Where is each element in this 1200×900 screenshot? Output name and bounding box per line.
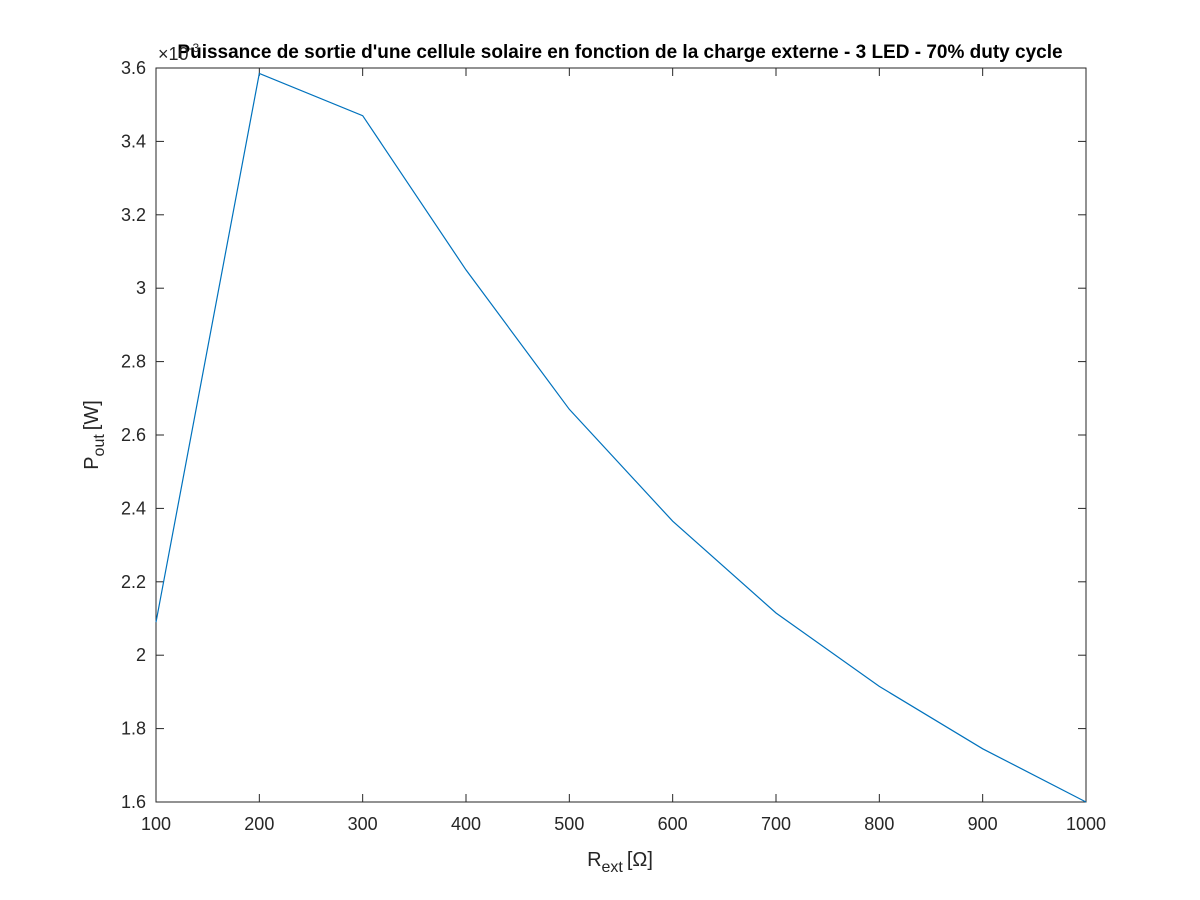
x-axis-label-sub: ext	[602, 859, 624, 876]
x-axis-label: Rext [Ω]	[587, 849, 653, 876]
series-line	[155, 72, 1087, 803]
y-exponent-base: ×10	[158, 44, 189, 64]
axis-tick-labels: 100 200 300 400 500 600 700 800 900 1000 1.6 1.8 2 2.…	[121, 58, 1106, 834]
y-axis-label-unit: [W]	[81, 400, 103, 430]
x-axis-label-main: R	[587, 849, 601, 871]
x-tick-label: 800	[864, 814, 894, 834]
y-tick-label: 2.2	[121, 572, 146, 592]
y-tick-label: 3	[136, 278, 146, 298]
y-tick-label: 2.6	[121, 425, 146, 445]
x-tick-label: 200	[244, 814, 274, 834]
y-axis-label-sub: out	[91, 434, 108, 457]
plot-box	[155, 67, 1087, 803]
y-tick-label: 3.4	[121, 131, 146, 151]
x-tick-label: 700	[761, 814, 791, 834]
x-tick-label: 100	[141, 814, 171, 834]
y-tick-label: 1.6	[121, 792, 146, 812]
x-tick-label: 1000	[1066, 814, 1106, 834]
x-tick-label: 400	[451, 814, 481, 834]
y-axis-label-main: P	[81, 456, 103, 469]
y-exponent-power: -3	[189, 41, 200, 55]
x-tick-label: 600	[658, 814, 688, 834]
x-tick-label: 300	[348, 814, 378, 834]
y-tick-label: 2.8	[121, 352, 146, 372]
y-tick-label: 3.6	[121, 58, 146, 78]
series-layer	[155, 72, 1087, 803]
y-tick-label: 1.8	[121, 719, 146, 739]
y-axis-label: Pout [W]	[81, 400, 108, 470]
y-exponent-label: ×10-3	[158, 41, 200, 64]
y-tick-label: 2	[136, 645, 146, 665]
x-tick-label: 500	[554, 814, 584, 834]
plot-area	[155, 67, 1087, 803]
chart-title: Puissance de sortie d'une cellule solair…	[177, 42, 1062, 63]
y-tick-label: 3.2	[121, 205, 146, 225]
y-tick-label: 2.4	[121, 498, 146, 518]
axis-ticks	[155, 67, 1087, 803]
x-tick-label: 900	[968, 814, 998, 834]
x-axis-label-unit: [Ω]	[627, 849, 653, 871]
